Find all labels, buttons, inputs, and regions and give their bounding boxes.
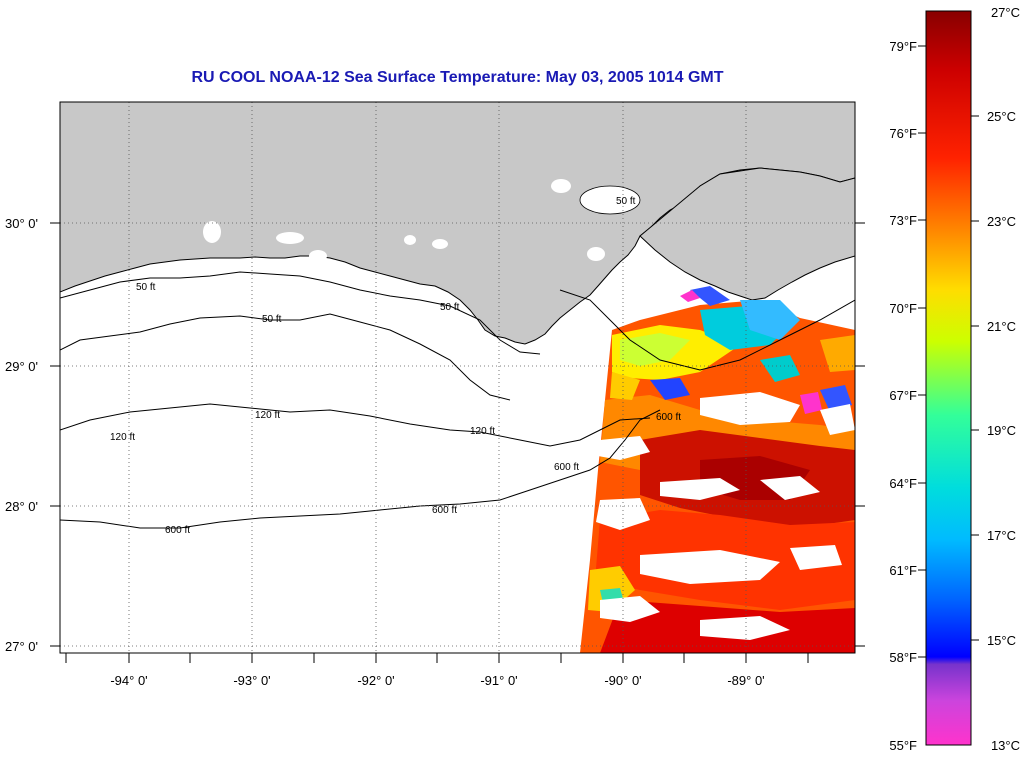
contour-label: 50 ft [136, 282, 156, 293]
contour-label: 600 ft [554, 462, 579, 473]
colorbar-f-label: 70°F [889, 301, 917, 316]
latitude-label: 27° 0' [5, 639, 38, 654]
colorbar-c-label: 15°C [987, 633, 1016, 648]
lake-icon [404, 235, 416, 245]
latitude-label: 29° 0' [5, 359, 38, 374]
longitude-label: -92° 0' [357, 673, 394, 688]
longitude-label: -91° 0' [480, 673, 517, 688]
lake-icon [203, 221, 221, 243]
colorbar-c-label: 17°C [987, 528, 1016, 543]
longitude-label: -90° 0' [604, 673, 641, 688]
sst-swath [580, 286, 855, 653]
colorbar-f-label: 55°F [889, 738, 917, 753]
longitude-label: -89° 0' [727, 673, 764, 688]
plot-frame [59, 101, 856, 654]
contour-label: 600 ft [165, 525, 190, 536]
contour-label: 120 ft [255, 410, 280, 421]
axis-ticks [50, 222, 865, 663]
contour-label: 50 ft [440, 302, 460, 313]
colorbar-f-label: 58°F [889, 650, 917, 665]
colorbar-c-label: 13°C [991, 738, 1020, 753]
latitude-label: 30° 0' [5, 216, 38, 231]
lake-icon [276, 232, 304, 244]
delta-land [639, 167, 855, 301]
lake-icon [587, 247, 605, 261]
contour-label: 600 ft [432, 505, 457, 516]
colorbar-f-label: 64°F [889, 476, 917, 491]
colorbar-c-label: 19°C [987, 423, 1016, 438]
colorbar-f-label: 79°F [889, 39, 917, 54]
graticule [60, 102, 855, 653]
longitude-label: -94° 0' [110, 673, 147, 688]
map-title: RU COOL NOAA-12 Sea Surface Temperature:… [191, 69, 724, 86]
lake-icon [309, 250, 327, 262]
lake-icon [432, 239, 448, 249]
colorbar-c-label: 23°C [987, 214, 1016, 229]
colorbar-c-label: 25°C [987, 109, 1016, 124]
contour-label: 600 ft [656, 412, 681, 423]
contour-label: 120 ft [110, 432, 135, 443]
contour-label: 50 ft [616, 196, 636, 207]
lake-pontchartrain-icon [579, 185, 641, 215]
latitude-label: 28° 0' [5, 499, 38, 514]
colorbar [925, 10, 972, 746]
depth-contours [60, 271, 855, 529]
colorbar-f-label: 67°F [889, 388, 917, 403]
contour-label: 50 ft [262, 314, 282, 325]
lake-icon [551, 179, 571, 193]
colorbar-c-label: 27°C [991, 5, 1020, 20]
colorbar-f-label: 73°F [889, 213, 917, 228]
colorbar-f-label: 76°F [889, 126, 917, 141]
colorbar-c-label: 21°C [987, 319, 1016, 334]
colorbar-ticks [918, 45, 979, 658]
longitude-label: -93° 0' [233, 673, 270, 688]
contour-label: 120 ft [470, 426, 495, 437]
colorbar-f-label: 61°F [889, 563, 917, 578]
